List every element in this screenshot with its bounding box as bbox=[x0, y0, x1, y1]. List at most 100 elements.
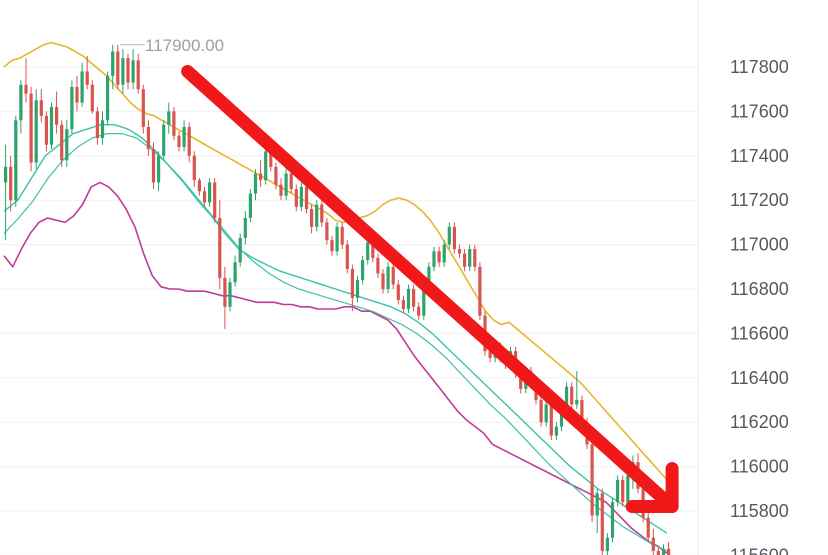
candle-body bbox=[417, 306, 421, 316]
candle bbox=[330, 235, 334, 256]
candle-body bbox=[243, 217, 247, 238]
candle-body bbox=[626, 475, 630, 503]
candle bbox=[667, 542, 671, 555]
candle bbox=[39, 89, 43, 123]
candle-body bbox=[391, 266, 395, 285]
candle-body bbox=[452, 226, 456, 250]
y-tick-label: 117400 bbox=[730, 146, 789, 166]
candle bbox=[600, 488, 604, 555]
candle bbox=[197, 178, 201, 196]
candle-body bbox=[279, 184, 283, 196]
candle bbox=[238, 233, 242, 267]
candle bbox=[167, 102, 171, 134]
candle-body bbox=[100, 120, 105, 139]
candle bbox=[539, 395, 543, 427]
candle-body bbox=[575, 400, 579, 405]
candle bbox=[570, 382, 574, 409]
candle-body bbox=[264, 151, 268, 181]
candle-body bbox=[371, 242, 375, 258]
candle-body bbox=[590, 444, 594, 516]
candle bbox=[55, 91, 59, 134]
candle bbox=[304, 182, 309, 214]
candle bbox=[116, 44, 120, 90]
candle-body bbox=[269, 151, 273, 167]
candle-body bbox=[95, 111, 99, 139]
candle-body bbox=[80, 71, 84, 103]
candle bbox=[141, 84, 145, 134]
candle bbox=[590, 439, 594, 523]
y-tick-label: 117800 bbox=[730, 57, 789, 77]
candle bbox=[575, 371, 579, 409]
candle-body bbox=[406, 289, 411, 309]
candle bbox=[325, 217, 329, 245]
candle bbox=[366, 237, 370, 265]
candle-body bbox=[182, 126, 186, 147]
grid-lines bbox=[0, 0, 699, 555]
moving-average-line bbox=[3, 123, 668, 534]
candle bbox=[605, 533, 609, 555]
candle-body bbox=[610, 502, 615, 538]
candle bbox=[310, 204, 314, 234]
annotations: 117900.00 bbox=[120, 36, 224, 55]
candle bbox=[126, 53, 130, 90]
candle-body bbox=[335, 226, 339, 252]
candle bbox=[544, 400, 548, 427]
candle-body bbox=[197, 180, 201, 192]
candle-body bbox=[233, 262, 237, 283]
candle-body bbox=[355, 280, 360, 298]
candle-body bbox=[580, 400, 584, 423]
candle-body bbox=[14, 120, 18, 201]
candle-body bbox=[85, 71, 89, 85]
candle-body bbox=[29, 93, 33, 163]
candle bbox=[626, 471, 630, 507]
candle-body bbox=[75, 86, 79, 103]
candle-body bbox=[539, 400, 543, 423]
candle bbox=[253, 169, 258, 201]
candle-body bbox=[554, 426, 558, 436]
candles bbox=[4, 44, 671, 555]
candle bbox=[447, 222, 451, 250]
candle bbox=[442, 240, 446, 267]
candle-body bbox=[376, 257, 380, 274]
candle-body bbox=[141, 89, 145, 127]
candle-body bbox=[621, 479, 625, 503]
candle bbox=[335, 222, 339, 256]
candle bbox=[223, 266, 227, 329]
candle-body bbox=[294, 189, 298, 207]
candle-body bbox=[549, 404, 553, 436]
candle-body bbox=[386, 266, 390, 289]
candle bbox=[248, 189, 252, 223]
candle bbox=[172, 106, 176, 141]
candle bbox=[646, 511, 650, 543]
candle-body bbox=[646, 517, 650, 538]
candle-body bbox=[468, 249, 472, 267]
candle-body bbox=[595, 493, 599, 516]
candle bbox=[14, 115, 18, 207]
candle bbox=[437, 246, 441, 267]
candle-body bbox=[218, 217, 222, 278]
candle bbox=[29, 86, 33, 172]
candle bbox=[100, 111, 105, 145]
candle bbox=[361, 255, 365, 285]
candle-body bbox=[381, 273, 385, 289]
candle-body bbox=[177, 135, 181, 147]
candle-body bbox=[9, 166, 13, 201]
candle-body bbox=[172, 111, 176, 136]
candle-body bbox=[4, 166, 8, 183]
candle-body bbox=[519, 373, 523, 389]
candle-body bbox=[427, 266, 431, 287]
candle-body bbox=[432, 251, 436, 267]
candle-body bbox=[284, 173, 288, 196]
candle-body bbox=[238, 237, 242, 263]
candle-body bbox=[437, 251, 441, 263]
candle-body bbox=[442, 244, 446, 263]
candle bbox=[401, 295, 405, 314]
candle-body bbox=[570, 386, 574, 405]
candle-body bbox=[366, 242, 370, 261]
candle bbox=[406, 284, 411, 314]
candle-body bbox=[24, 84, 28, 94]
candle-body bbox=[106, 75, 110, 121]
candle-body bbox=[544, 404, 548, 423]
candle bbox=[468, 244, 472, 272]
candle-body bbox=[559, 408, 564, 427]
